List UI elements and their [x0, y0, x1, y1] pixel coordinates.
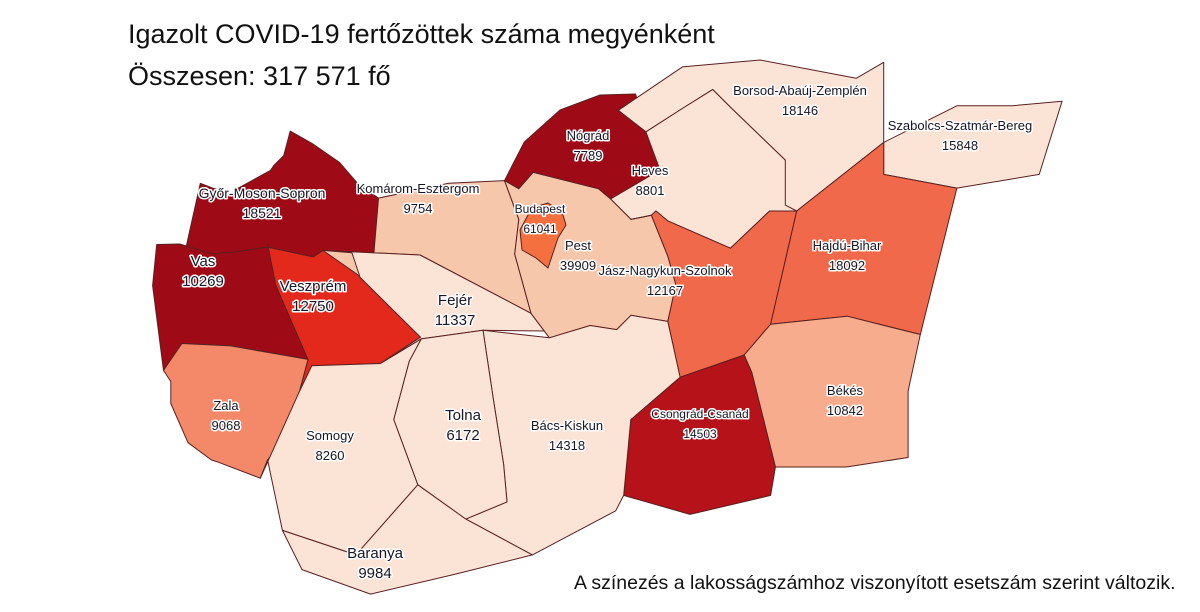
svg-text:39909: 39909 [560, 258, 596, 273]
svg-text:12750: 12750 [292, 298, 334, 315]
svg-text:Bács-Kiskun: Bács-Kiskun [531, 418, 603, 433]
svg-text:9984: 9984 [358, 565, 391, 582]
svg-text:Vas: Vas [191, 253, 216, 270]
svg-text:Veszprém: Veszprém [280, 278, 347, 295]
svg-text:Fejér: Fejér [438, 292, 472, 309]
svg-text:Somogy: Somogy [306, 428, 354, 443]
svg-text:Csongrád-Csanád: Csongrád-Csanád [651, 407, 748, 421]
svg-text:10269: 10269 [182, 273, 224, 290]
svg-text:14318: 14318 [549, 438, 585, 453]
svg-text:61041: 61041 [523, 222, 557, 236]
svg-text:14503: 14503 [683, 427, 717, 441]
svg-text:Baranya: Baranya [347, 545, 404, 562]
svg-text:Zala: Zala [213, 398, 239, 413]
svg-text:11337: 11337 [435, 312, 476, 329]
svg-text:Hajdú-Bihar: Hajdú-Bihar [813, 238, 882, 253]
svg-text:Heves: Heves [632, 163, 669, 178]
svg-text:8260: 8260 [316, 448, 345, 463]
svg-text:Budapest: Budapest [515, 202, 566, 216]
svg-text:Győr-Moson-Sopron: Győr-Moson-Sopron [199, 185, 326, 201]
svg-text:15848: 15848 [942, 138, 978, 153]
svg-text:Nógrád: Nógrád [567, 128, 610, 143]
svg-text:18092: 18092 [829, 258, 865, 273]
svg-text:Békés: Békés [827, 383, 864, 398]
svg-text:Pest: Pest [565, 238, 591, 253]
svg-text:7789: 7789 [574, 148, 603, 163]
svg-text:Borsod-Abaúj-Zemplén: Borsod-Abaúj-Zemplén [733, 83, 867, 98]
svg-text:6172: 6172 [446, 427, 479, 444]
svg-text:Szabolcs-Szatmár-Bereg: Szabolcs-Szatmár-Bereg [888, 118, 1033, 133]
svg-text:9068: 9068 [212, 418, 241, 433]
svg-text:18521: 18521 [243, 205, 282, 221]
svg-text:Tolna: Tolna [445, 407, 482, 424]
svg-text:10842: 10842 [827, 403, 863, 418]
svg-text:Jász-Nagykun-Szolnok: Jász-Nagykun-Szolnok [599, 263, 732, 278]
svg-text:Komárom-Esztergom: Komárom-Esztergom [357, 181, 480, 196]
svg-text:9754: 9754 [404, 201, 433, 216]
svg-text:12167: 12167 [647, 283, 683, 298]
svg-text:8801: 8801 [636, 183, 665, 198]
svg-text:18146: 18146 [782, 103, 818, 118]
